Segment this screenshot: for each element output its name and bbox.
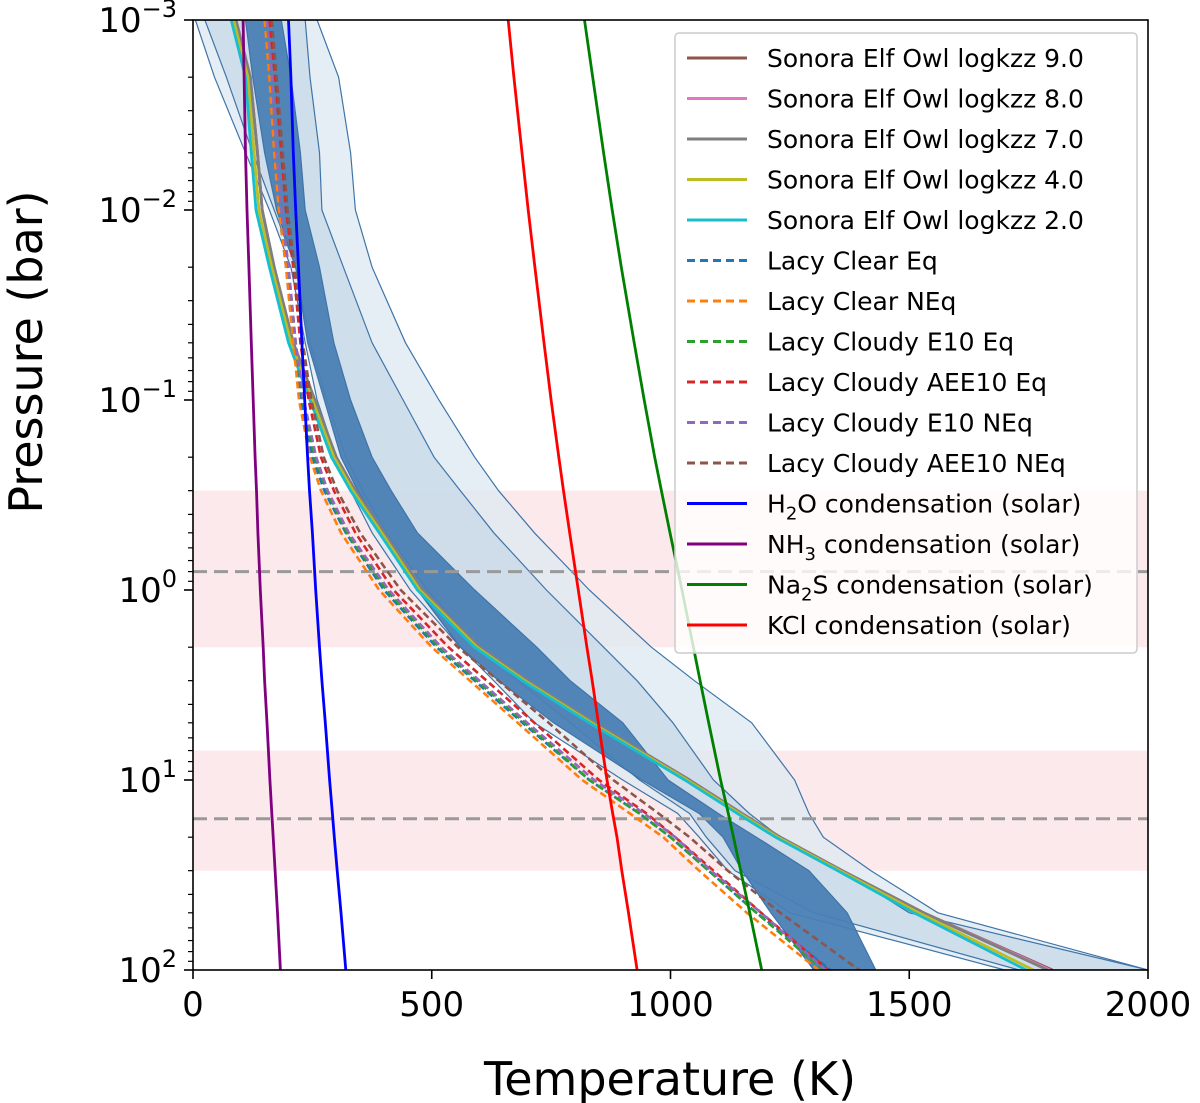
legend-label: Sonora Elf Owl logkzz 4.0 <box>767 166 1084 195</box>
series-line-13 <box>241 20 282 970</box>
series-line-7 <box>263 20 820 970</box>
legend-label: Sonora Elf Owl logkzz 7.0 <box>767 125 1084 154</box>
legend-label: Lacy Clear NEq <box>767 287 956 316</box>
legend-box <box>674 32 1138 654</box>
series-line-15 <box>506 20 639 970</box>
y-tick-label: 10−1 <box>98 375 177 421</box>
x-tick-label: 1500 <box>866 985 953 1025</box>
y-tick-label: 102 <box>118 945 177 991</box>
legend-label: Lacy Cloudy E10 NEq <box>767 409 1033 438</box>
x-tick-label: 1000 <box>627 985 714 1025</box>
legend-label: KCl condensation (solar) <box>767 611 1071 640</box>
x-tick-label: 0 <box>182 985 204 1025</box>
y-tick-label: 10−2 <box>98 185 177 231</box>
legend-label: Lacy Clear Eq <box>767 247 938 276</box>
axes: 0 500 1000 1500 2000 10−3 10−2 10−1 100 101 102 <box>98 0 1191 1025</box>
x-tick-label: 2000 <box>1105 985 1192 1025</box>
legend-label: Sonora Elf Owl logkzz 9.0 <box>767 44 1084 73</box>
legend-label: Lacy Cloudy AEE10 NEq <box>767 449 1066 478</box>
legend-label: Na2S condensation (solar) <box>767 571 1093 606</box>
legend: Sonora Elf Owl logkzz 9.0 Sonora Elf Owl … <box>674 32 1138 654</box>
series-line-5 <box>229 20 1027 970</box>
legend-label: H2O condensation (solar) <box>767 490 1081 525</box>
legend-label: Lacy Cloudy E10 Eq <box>767 328 1014 357</box>
plot-area <box>193 20 1148 970</box>
legend-label: Sonora Elf Owl logkzz 8.0 <box>767 85 1084 114</box>
plot-content <box>193 20 1148 970</box>
x-axis-label: Temperature (K) <box>483 1052 856 1103</box>
y-tick-label: 100 <box>118 565 177 611</box>
legend-label: Sonora Elf Owl logkzz 2.0 <box>767 206 1084 235</box>
legend-label: Lacy Cloudy AEE10 Eq <box>767 368 1047 397</box>
series-line-12 <box>287 20 348 970</box>
y-tick-label: 10−3 <box>98 0 177 41</box>
series-line-9 <box>268 20 829 970</box>
series-line-10 <box>265 20 827 970</box>
y-tick-label: 101 <box>118 755 177 801</box>
series-line-11 <box>270 20 860 970</box>
x-tick-label: 500 <box>399 985 464 1025</box>
y-axis-label: Pressure (bar) <box>0 190 53 513</box>
inner-envelope <box>244 20 877 970</box>
legend-label: NH3 condensation (solar) <box>767 530 1080 565</box>
